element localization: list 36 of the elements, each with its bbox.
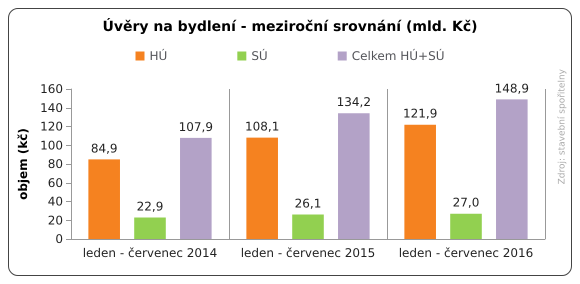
y-tick-label: 140 [40, 100, 63, 115]
data-label: 121,9 [403, 106, 438, 121]
data-label: 84,9 [90, 141, 118, 156]
data-label: 148,9 [494, 81, 529, 96]
y-tick-label: 40 [48, 194, 63, 208]
legend-label: Celkem HÚ+SÚ [352, 48, 444, 63]
bar [246, 138, 278, 239]
x-tick-label: leden - červenec 2015 [240, 246, 376, 260]
bar [134, 218, 166, 239]
bar [450, 214, 482, 239]
y-tick-label: 20 [48, 213, 63, 228]
data-label: 108,1 [245, 120, 280, 134]
y-tick-label: 0 [55, 232, 63, 246]
bar [404, 124, 436, 239]
data-label: 27,0 [452, 196, 480, 210]
text: Zdroj: stavební spořitelny [556, 68, 568, 184]
data-label: 134,2 [336, 95, 371, 110]
x-tick-label: leden - červenec 2014 [82, 246, 218, 260]
data-label: 26,1 [294, 196, 322, 211]
y-tick-label: 100 [40, 138, 63, 152]
bar [496, 99, 528, 239]
data-label: 107,9 [178, 120, 213, 134]
y-tick-label: 80 [48, 157, 63, 171]
bar [180, 138, 212, 239]
y-axis-title: objem (kč) [16, 128, 30, 200]
chart-title: Úvěry na bydlení - meziroční srovnání (mld. Kč) [102, 18, 478, 35]
bar [88, 159, 120, 239]
y-tick-label: 160 [40, 82, 63, 96]
legend-label: SÚ [251, 48, 268, 63]
y-tick-label: 120 [40, 120, 63, 134]
bar [338, 113, 370, 239]
legend-label: HÚ [150, 48, 168, 63]
data-label: 22,9 [136, 200, 164, 214]
x-tick-label: leden - červenec 2016 [398, 246, 534, 260]
y-tick-label: 60 [48, 176, 63, 190]
bar [292, 214, 324, 239]
